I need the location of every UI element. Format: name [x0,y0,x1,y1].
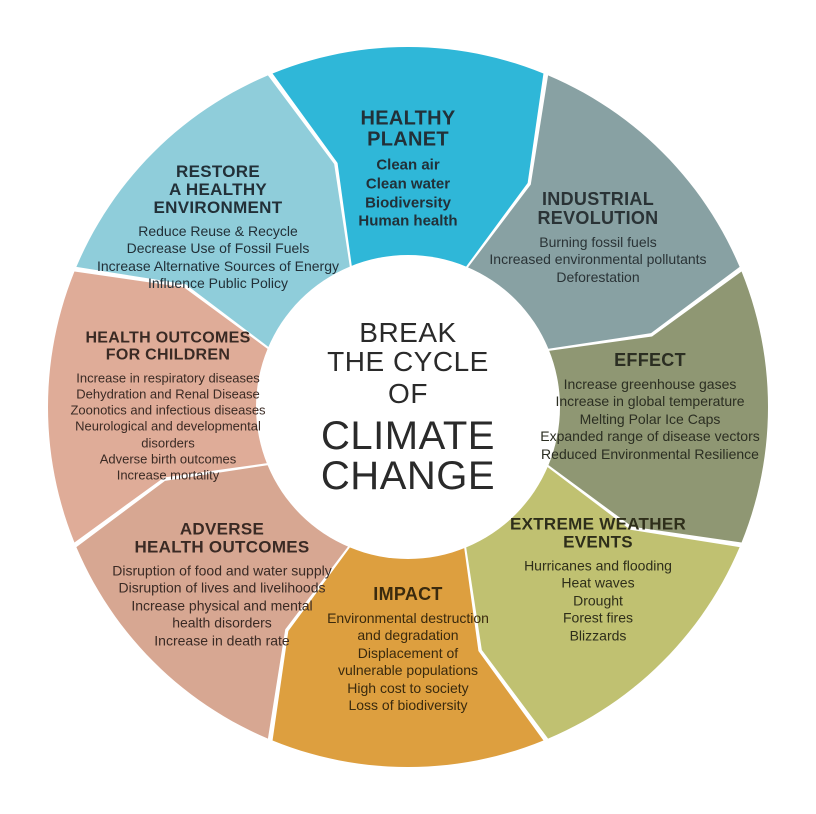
infographic-stage: BREAK THE CYCLE OF CLIMATE CHANGE HEALTH… [0,0,816,814]
center-line-4: CLIMATE [258,416,558,456]
center-line-5: CHANGE [258,456,558,496]
center-text: BREAK THE CYCLE OF CLIMATE CHANGE [258,318,558,496]
center-line-3: OF [258,379,558,410]
center-line-1: BREAK [258,318,558,347]
center-line-2: THE CYCLE [258,348,558,377]
